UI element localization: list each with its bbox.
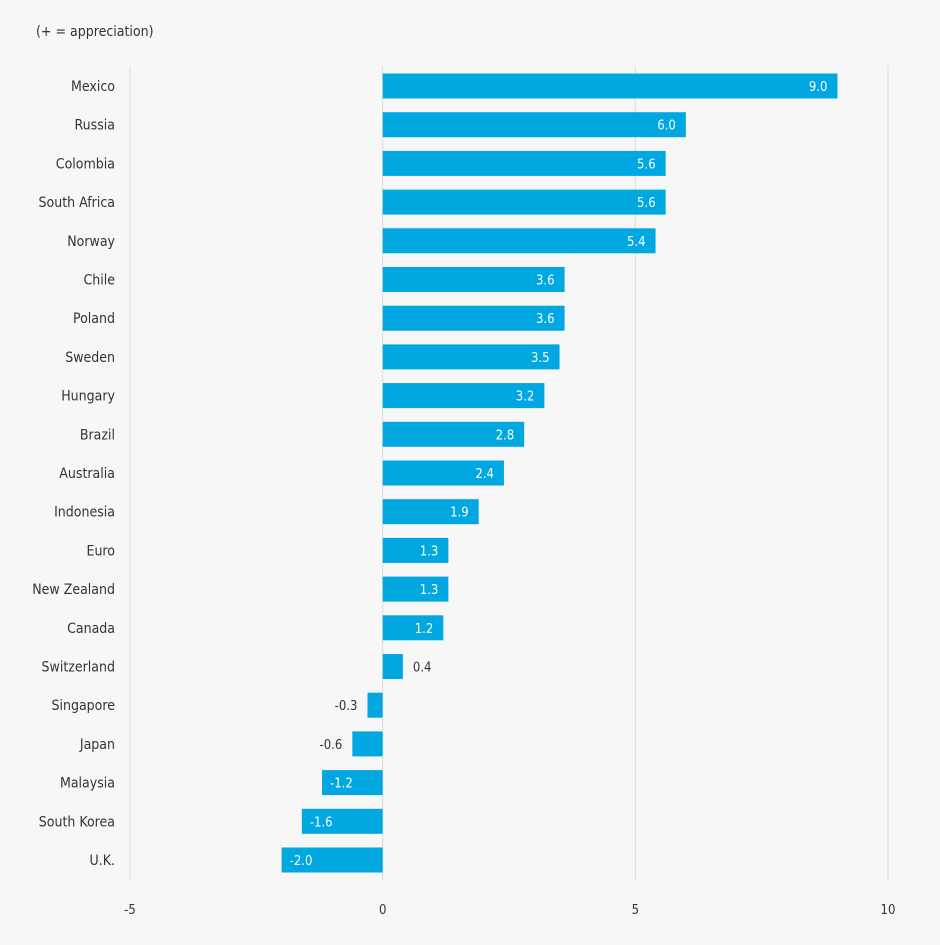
data-label: 2.8 [496, 428, 515, 443]
bar [382, 305, 565, 331]
data-label: 0.4 [413, 661, 432, 676]
x-tick-label: -5 [124, 903, 136, 918]
data-label: 5.6 [637, 196, 656, 211]
bar [367, 692, 383, 718]
bar [301, 808, 383, 834]
bar [382, 460, 504, 486]
data-label: 1.3 [420, 544, 439, 559]
bar [382, 654, 403, 679]
category-label: Canada [67, 621, 115, 637]
category-label: Mexico [71, 79, 115, 95]
data-label: 9.0 [809, 80, 828, 95]
data-label: -0.3 [335, 699, 358, 714]
bar [382, 576, 449, 602]
bar [281, 847, 383, 873]
data-label: 3.6 [536, 312, 555, 327]
data-label: -1.6 [310, 815, 333, 830]
bar [382, 344, 560, 370]
category-label: Japan [79, 737, 115, 753]
data-label: 5.6 [637, 157, 656, 172]
category-label: Switzerland [42, 660, 115, 676]
category-label: Russia [75, 118, 115, 134]
category-label: Euro [86, 543, 115, 559]
category-label: South Korea [39, 814, 115, 830]
bar [382, 537, 449, 563]
bar [322, 770, 383, 796]
category-label: Sweden [65, 350, 115, 366]
category-label: Poland [73, 311, 115, 327]
category-label: New Zealand [32, 582, 115, 598]
category-label: Singapore [51, 698, 115, 714]
x-tick-label: 0 [379, 903, 386, 918]
bar [382, 228, 656, 254]
bar [382, 150, 666, 176]
category-label: Chile [83, 273, 115, 289]
bar [352, 731, 383, 757]
category-label: Hungary [61, 389, 115, 405]
bar [382, 189, 666, 215]
chart-subtitle: (+ = appreciation) [36, 24, 154, 40]
category-label: U.K. [90, 853, 115, 869]
data-label: 1.3 [420, 583, 439, 598]
category-label: Colombia [56, 156, 115, 172]
category-label: Brazil [80, 427, 115, 443]
bar [382, 499, 479, 525]
data-label: -1.2 [330, 777, 353, 792]
data-label: 6.0 [657, 119, 676, 134]
bar [382, 267, 565, 292]
bar [382, 112, 686, 138]
bar [382, 615, 444, 641]
data-label: 3.2 [516, 390, 535, 405]
bar [382, 73, 838, 99]
data-label: -0.6 [320, 738, 343, 753]
data-label: 5.4 [627, 235, 646, 250]
data-label: 1.9 [450, 506, 469, 521]
data-label: 2.4 [475, 467, 494, 482]
category-label: Norway [67, 234, 115, 250]
category-label: South Africa [39, 195, 115, 211]
data-label: 3.5 [531, 351, 550, 366]
x-tick-label: 5 [632, 903, 639, 918]
x-tick-label: 10 [881, 903, 896, 918]
data-label: 1.2 [415, 622, 434, 637]
category-label: Malaysia [60, 776, 115, 792]
bar [382, 421, 525, 447]
category-label: Australia [59, 466, 115, 482]
data-label: -2.0 [290, 854, 313, 869]
data-label: 3.6 [536, 274, 555, 289]
bar [382, 383, 545, 409]
category-label: Indonesia [54, 505, 115, 521]
